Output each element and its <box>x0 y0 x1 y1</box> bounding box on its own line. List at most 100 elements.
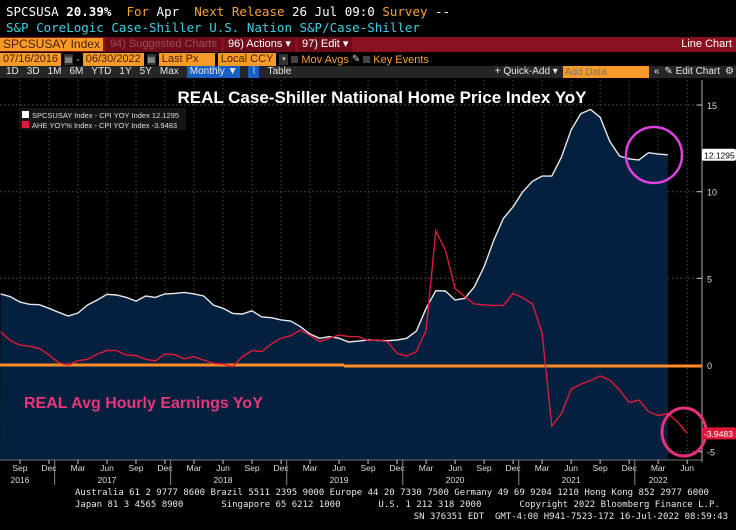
survey-value: -- <box>435 4 451 19</box>
add-data-input[interactable] <box>562 66 649 78</box>
legend-swatch-series-1 <box>22 111 29 118</box>
for-value: Apr <box>156 4 180 19</box>
y-tick-label: 10 <box>707 188 717 198</box>
calendar-icon[interactable]: ▤ <box>64 54 74 65</box>
x-tick-label: Sep <box>360 463 375 473</box>
last-value-label: -3.9483 <box>704 429 733 439</box>
x-tick-label: Dec <box>622 463 638 473</box>
pencil-icon[interactable]: ✎ <box>351 54 361 65</box>
y-tick-label: 5 <box>707 274 712 284</box>
period-6m[interactable]: 6M <box>69 66 84 77</box>
period-3d[interactable]: 3D <box>26 66 40 77</box>
period-ytd[interactable]: YTD <box>91 66 112 77</box>
x-tick-label: Dec <box>41 463 57 473</box>
x-tick-label: Jun <box>680 463 694 473</box>
legend-label-series-2: AHE YOY% Index - CPI YOY Index -3.9483 <box>32 121 177 130</box>
x-tick-label: Jun <box>100 463 114 473</box>
x-tick-label: Mar <box>71 463 86 473</box>
y-tick-label: 0 <box>707 361 712 371</box>
period-5y[interactable]: 5Y <box>139 66 152 77</box>
last-value-tag <box>702 427 736 440</box>
edit-menu[interactable]: 97) Edit ▾ <box>297 37 353 52</box>
period-1m[interactable]: 1M <box>47 66 62 77</box>
edit-chart-button[interactable]: ✎ Edit Chart <box>664 66 720 78</box>
legend-label-series-1: SPCSUSAY Index - CPI YOY Index 12.1295 <box>32 111 179 120</box>
x-tick-label: Jun <box>564 463 578 473</box>
legend-swatch-series-2 <box>22 121 29 128</box>
x-tick-label: Sep <box>12 463 27 473</box>
x-year-label: 2018 <box>214 475 233 485</box>
date-separator: - <box>76 53 80 66</box>
x-tick-label: Mar <box>535 463 550 473</box>
next-release-value: 26 Jul 09:0 <box>292 4 375 19</box>
ticker: SPCSUSA <box>6 4 59 19</box>
x-year-label: 2019 <box>330 475 349 485</box>
x-tick-label: Jun <box>332 463 346 473</box>
chart-title: REAL Case-Shiller Natiional Home Price I… <box>177 88 587 107</box>
x-tick-label: Sep <box>593 463 608 473</box>
x-tick-label: Dec <box>390 463 406 473</box>
chart-style-icon[interactable]: ⌇ <box>248 66 260 78</box>
chart-type-label: Line Chart <box>681 38 732 50</box>
collapse-button[interactable]: « <box>653 66 660 77</box>
dropdown-arrow-icon[interactable]: ▾ <box>279 54 289 65</box>
start-date-field[interactable]: 07/16/2016 <box>0 53 62 66</box>
end-date-field[interactable]: 06/30/2022 <box>82 53 144 66</box>
x-year-label: 2020 <box>446 475 465 485</box>
highlight-circle-home-price <box>624 125 684 185</box>
y-tick-label: 15 <box>707 101 717 111</box>
quote-line: SPCSUSA 20.39% For Apr Next Release 26 J… <box>6 4 450 19</box>
earnings-annotation: REAL Avg Hourly Earnings YoY <box>24 395 263 412</box>
last-value-label: 12.1295 <box>704 150 735 160</box>
mov-avgs-label[interactable]: Mov Avgs <box>301 53 349 66</box>
key-events-label[interactable]: Key Events <box>373 53 429 66</box>
x-tick-label: Mar <box>303 463 318 473</box>
footer-contacts-1: Australia 61 2 9777 8600 Brazil 5511 239… <box>75 488 709 498</box>
legend: SPCSUSAY Index - CPI YOY Index 12.1295 A… <box>19 108 186 130</box>
y-tick-label: -5 <box>707 448 715 458</box>
series-1-area <box>0 109 668 461</box>
period-max[interactable]: Max <box>159 66 179 77</box>
x-year-label: 2016 <box>10 475 29 485</box>
command-bar: SPCSUSAY Index 94) Suggested Charts 96) … <box>0 37 736 52</box>
x-tick-label: Dec <box>157 463 173 473</box>
x-year-label: 2022 <box>649 475 668 485</box>
survey-label: Survey <box>382 4 428 19</box>
period-1d[interactable]: 1D <box>6 66 19 77</box>
next-release-label: Next Release <box>194 4 285 19</box>
x-tick-label: Sep <box>477 463 492 473</box>
frequency-select[interactable]: Monthly ▼ <box>186 66 241 78</box>
x-tick-label: Sep <box>244 463 259 473</box>
calendar-icon[interactable]: ▤ <box>146 54 156 65</box>
for-label: For <box>126 4 150 19</box>
period-1y[interactable]: 1Y <box>119 66 132 77</box>
quick-add-button[interactable]: + Quick-Add ▾ <box>494 66 558 77</box>
table-button[interactable]: Table <box>267 66 292 77</box>
pencil-icon: ✎ <box>664 66 673 77</box>
currency-select[interactable]: Local CCY <box>217 53 277 66</box>
gear-icon[interactable]: ⚙ <box>725 66 734 77</box>
price-field-select[interactable]: Last Px <box>158 53 215 66</box>
x-tick-label: Mar <box>419 463 434 473</box>
mov-avgs-checkbox[interactable] <box>291 56 299 63</box>
actions-menu[interactable]: 96) Actions ▾ <box>223 37 295 52</box>
x-tick-label: Dec <box>506 463 522 473</box>
x-tick-label: Jun <box>448 463 462 473</box>
date-range-bar: 07/16/2016 ▤ - 06/30/2022 ▤ Last Px Loca… <box>0 53 736 66</box>
last-value-tags: 12.1295 -3.9483 <box>702 148 736 440</box>
last-value-tag <box>702 148 736 161</box>
footer-session-info: SN 376351 EDT GMT-4:00 H941-7523-172 16-… <box>413 512 728 522</box>
zero-reference-line <box>0 363 702 368</box>
key-events-checkbox[interactable] <box>363 56 371 63</box>
x-year-label: 2021 <box>562 475 581 485</box>
suggested-charts-button[interactable]: 94) Suggested Charts <box>105 37 221 52</box>
x-tick-label: Mar <box>651 463 666 473</box>
change-value: 20.39% <box>66 4 112 19</box>
x-tick-label: Mar <box>187 463 202 473</box>
x-tick-label: Dec <box>273 463 289 473</box>
edit-chart-label: Edit Chart <box>675 66 721 77</box>
security-field[interactable]: SPCSUSAY Index <box>0 38 103 51</box>
period-bar: 1D 3D 1M 6M YTD 1Y 5Y Max Monthly ▼ ⌇ Ta… <box>0 66 736 78</box>
x-year-label: 2017 <box>98 475 117 485</box>
